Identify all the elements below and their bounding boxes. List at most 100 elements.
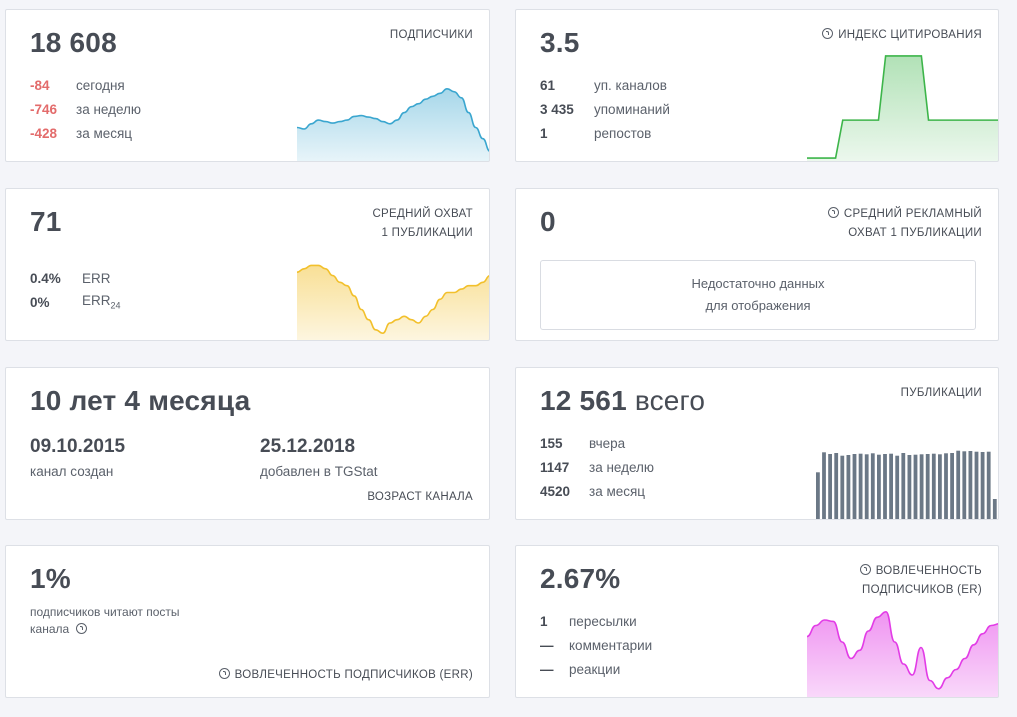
posts-bar — [938, 454, 942, 519]
stat-text: за неделю — [589, 459, 655, 475]
stat-text: уп. каналов — [594, 77, 667, 93]
stat-text: комментарии — [569, 637, 653, 653]
channel-age-value: 10 лет 4 месяца — [30, 385, 251, 416]
chart-area-fill — [297, 265, 489, 340]
stat-text: сегодня — [76, 77, 125, 93]
created-date-block: 09.10.2015 канал создан — [30, 436, 125, 479]
posts-bar — [944, 453, 948, 519]
stat-value: 1 — [540, 613, 548, 629]
posts-bar — [913, 454, 918, 519]
posts-bar — [968, 451, 973, 519]
average-reach-value: 71 — [30, 206, 62, 237]
posts-bar — [816, 472, 820, 519]
posts-bar — [950, 453, 954, 519]
subscribers-chart — [297, 87, 489, 161]
channel-age-card[interactable]: 10 лет 4 месяца 09.10.2015 канал создан … — [5, 367, 490, 520]
posts-bar — [962, 451, 967, 519]
stat-value: 155 — [540, 435, 563, 451]
average-reach-label: СРЕДНИЙ ОХВАТ 1 ПУБЛИКАЦИИ — [372, 208, 473, 239]
posts-bar — [883, 454, 887, 519]
ad-reach-label: СРЕДНИЙ РЕКЛАМНЫЙ ОХВАТ 1 ПУБЛИКАЦИИ — [827, 205, 982, 243]
created-label: канал создан — [30, 464, 114, 479]
citation-stats: 61 уп. каналов 3 435 упоминаний 1 репостов — [540, 73, 670, 145]
stat-text: репостов — [594, 125, 652, 141]
posts-bar — [895, 455, 900, 519]
subscribers-count: 18 608 — [30, 27, 117, 58]
stat-value: 61 — [540, 77, 556, 93]
chart-series-line — [297, 264, 489, 335]
added-label: добавлен в TGStat — [260, 464, 378, 479]
help-icon[interactable] — [827, 207, 839, 218]
posts-bar — [870, 453, 875, 519]
stat-text: за месяц — [589, 483, 646, 499]
citation-index-value: 3.5 — [540, 27, 580, 58]
posts-bar — [907, 455, 912, 519]
stat-text: упоминаний — [594, 101, 670, 117]
chart-area-fill — [807, 55, 998, 161]
citation-card[interactable]: 3.5 ИНДЕКС ЦИТИРОВАНИЯ 61 уп. каналов 3 4… — [515, 9, 999, 162]
posts-bar — [852, 454, 857, 519]
posts-bar — [822, 452, 826, 519]
posts-bar — [986, 451, 991, 519]
stat-value: 0.4% — [30, 270, 61, 286]
subscribers-card[interactable]: 18 608 ПОДПИСЧИКИ -84 сегодня -746 за неде… — [5, 9, 490, 162]
posts-bar — [877, 454, 881, 519]
help-icon[interactable] — [75, 623, 87, 634]
help-icon[interactable] — [218, 668, 230, 679]
er-stats: 1 пересылки — комментарии — реакции — [540, 609, 652, 681]
posts-bar — [846, 455, 851, 519]
channel-age-label: ВОЗРАСТ КАНАЛА — [367, 491, 473, 503]
stat-text: ERR — [82, 270, 111, 286]
added-date: 25.12.2018 — [260, 436, 356, 457]
posts-bar — [840, 455, 845, 519]
posts-bar — [828, 454, 832, 519]
stat-text: пересылки — [569, 613, 637, 629]
citation-label: ИНДЕКС ЦИТИРОВАНИЯ — [822, 26, 982, 45]
posts-card[interactable]: 12 561 всего ПУБЛИКАЦИИ 155 вчера 1147 за … — [515, 367, 999, 520]
posts-bar — [901, 453, 906, 519]
posts-bar — [919, 454, 924, 519]
ad-reach-card[interactable]: 0 СРЕДНИЙ РЕКЛАМНЫЙ ОХВАТ 1 ПУБЛИКАЦИИ Не… — [515, 188, 999, 341]
stat-text: реакции — [569, 661, 621, 677]
stat-text: за месяц — [76, 125, 133, 141]
subscribers-label: ПОДПИСЧИКИ — [389, 29, 473, 41]
posts-bar — [992, 499, 997, 519]
average-reach-card[interactable]: 71 СРЕДНИЙ ОХВАТ 1 ПУБЛИКАЦИИ 0.4% ERR 0% E… — [5, 188, 490, 341]
posts-chart — [816, 450, 997, 519]
stat-value: — — [540, 637, 554, 653]
err-label: ВОВЛЕЧЕННОСТЬ ПОДПИСЧИКОВ (ERR) — [218, 666, 473, 685]
posts-bar — [974, 451, 979, 519]
er-label: ВОВЛЕЧЕННОСТЬ ПОДПИСЧИКОВ (ER) — [859, 562, 982, 600]
stat-text: за неделю — [76, 101, 142, 117]
stat-value: 1 — [540, 125, 548, 141]
posts-bar — [925, 454, 930, 519]
chart-area-fill — [297, 88, 489, 161]
help-icon[interactable] — [822, 28, 834, 39]
posts-bar — [980, 452, 985, 519]
posts-bar — [834, 453, 839, 519]
citation-chart — [807, 55, 998, 161]
ad-reach-value: 0 — [540, 206, 556, 237]
chart-series-line — [297, 87, 489, 152]
posts-total: 12 561 всего — [540, 385, 706, 416]
reach-chart — [297, 264, 489, 340]
help-icon[interactable] — [859, 564, 871, 575]
stat-value: 0% — [30, 294, 50, 310]
created-date: 09.10.2015 — [30, 436, 126, 457]
added-date-block: 25.12.2018 добавлен в TGStat — [260, 436, 377, 479]
stat-value: — — [540, 661, 554, 677]
posts-stats: 155 вчера 1147 за неделю 4520 за месяц — [540, 431, 654, 503]
err-card[interactable]: 1% подписчиков читают посты канала ВОВЛЕ… — [5, 545, 490, 698]
stat-value: 4520 — [540, 483, 571, 499]
chart-series-line — [807, 55, 998, 159]
stat-value: -84 — [30, 77, 50, 93]
stat-value: 1147 — [540, 459, 570, 475]
chart-area-fill — [807, 611, 998, 697]
stat-text: ERR24 — [82, 293, 121, 311]
er-chart — [807, 610, 998, 697]
err-value: 1% — [30, 563, 71, 594]
posts-bar — [864, 454, 869, 519]
er-card[interactable]: 2.67% ВОВЛЕЧЕННОСТЬ ПОДПИСЧИКОВ (ER) 1 пер… — [515, 545, 999, 698]
posts-label: ПУБЛИКАЦИИ — [900, 387, 982, 399]
posts-bar — [956, 450, 961, 519]
